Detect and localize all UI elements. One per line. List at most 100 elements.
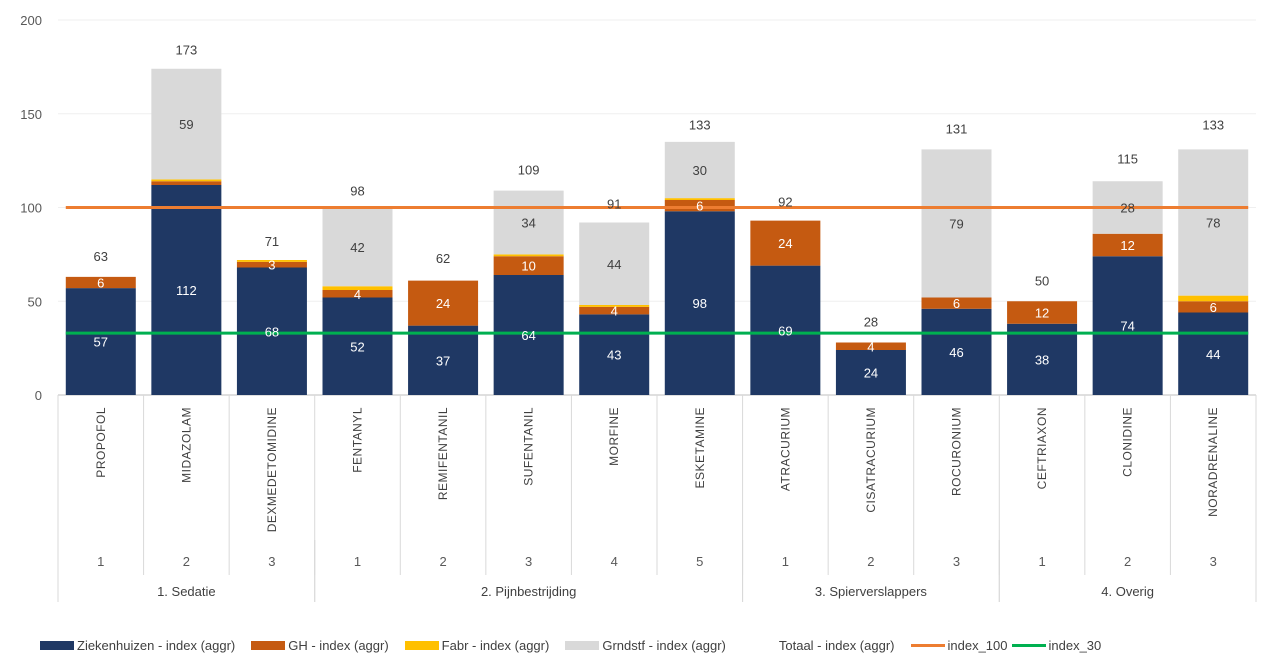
total-value-label: 115: [1117, 151, 1138, 166]
legend-item-index-100: index_100: [910, 638, 1008, 653]
x-subcategory-label: 3: [1210, 554, 1217, 569]
segment-value-label: 38: [1035, 352, 1049, 367]
bar-segment: [1007, 301, 1078, 324]
legend-label: Totaal - index (aggr): [778, 638, 895, 653]
legend-label: Grndstf - index (aggr): [602, 638, 726, 653]
bar-segment: [1178, 295, 1249, 302]
segment-value-label: 74: [1120, 319, 1134, 334]
x-category-label: SUFENTANIL: [522, 407, 536, 486]
x-category-label: ESKETAMINE: [693, 407, 707, 488]
legend-line-swatch: [1011, 644, 1046, 647]
y-tick-label: 50: [28, 294, 42, 309]
bar-segment: [236, 260, 307, 262]
segment-value-label: 64: [521, 328, 535, 343]
x-category-label: CISATRACURIUM: [864, 407, 878, 513]
x-subcategory-label: 1: [354, 554, 361, 569]
segment-value-label: 98: [693, 296, 707, 311]
x-subcategory-label: 3: [268, 554, 275, 569]
bar-segment: [664, 200, 735, 212]
segment-value-label: 79: [949, 216, 963, 231]
segment-value-label: 28: [1120, 201, 1134, 216]
segment-value-label: 30: [693, 163, 707, 178]
bar-segment: [1178, 301, 1249, 313]
segment-value-label: 3: [268, 258, 275, 273]
segment-value-label: 57: [94, 335, 108, 350]
bar-segment: [151, 185, 222, 395]
bar-segment: [236, 267, 307, 395]
x-subcategory-label: 1: [782, 554, 789, 569]
legend-swatch: [40, 641, 74, 650]
total-value-label: 109: [518, 163, 540, 178]
data-labels: 5766311259173683715244298372462641034109…: [94, 43, 1225, 381]
segment-value-label: 24: [436, 296, 450, 311]
total-value-label: 91: [607, 196, 621, 211]
y-tick-label: 100: [20, 201, 42, 216]
bar-segment: [664, 198, 735, 200]
x-category-label: MIDAZOLAM: [179, 407, 193, 483]
x-category-label: MORFINE: [607, 407, 621, 466]
x-group-label: 4. Overig: [1101, 584, 1154, 599]
x-subcategory-label: 2: [867, 554, 874, 569]
bar-segment: [921, 149, 992, 298]
bar-segment: [579, 306, 650, 315]
legend-label: Ziekenhuizen - index (aggr): [77, 638, 236, 653]
legend-swatch: [565, 641, 600, 650]
legend-swatch: [742, 641, 776, 650]
y-tick-label: 0: [35, 388, 42, 403]
segment-value-label: 12: [1120, 238, 1134, 253]
x-group-label: 3. Spierverslappers: [815, 584, 927, 599]
segment-value-label: 44: [607, 257, 621, 272]
bar-segment: [835, 342, 906, 350]
bar-segment: [921, 297, 992, 309]
bar-segment: [921, 308, 992, 395]
segment-value-label: 12: [1035, 306, 1049, 321]
bar-segment: [493, 275, 564, 395]
segment-value-label: 24: [864, 366, 878, 381]
x-subcategory-label: 2: [1124, 554, 1131, 569]
segment-value-label: 68: [265, 324, 279, 339]
segment-value-label: 6: [953, 296, 960, 311]
segment-value-label: 78: [1206, 216, 1220, 231]
bar-segment: [1092, 256, 1163, 395]
segment-value-label: 42: [350, 240, 364, 255]
segment-value-label: 4: [354, 287, 361, 302]
x-category-label: PROPOFOL: [94, 407, 108, 478]
bar-segment: [322, 290, 393, 298]
bars: [65, 68, 1249, 395]
legend-item-fabr: Fabr - index (aggr): [404, 638, 549, 653]
bar-segment: [322, 286, 393, 290]
bar-segment: [1007, 323, 1078, 395]
x-subcategory-label: 2: [183, 554, 190, 569]
legend-item-index-30: index_30: [1011, 638, 1101, 653]
total-value-label: 50: [1035, 273, 1049, 288]
segment-value-label: 4: [867, 339, 874, 354]
y-axis: 0 50 100 150 200: [20, 13, 42, 403]
bar-segment: [579, 314, 650, 395]
y-tick-label: 150: [20, 107, 42, 122]
total-value-label: 98: [350, 183, 364, 198]
legend: Ziekenhuizen - index (aggr) GH - index (…: [40, 638, 1117, 653]
x-category-label: CEFTRIAXON: [1035, 407, 1049, 489]
bar-segment: [493, 254, 564, 257]
x-category-label: REMIFENTANIL: [436, 407, 450, 500]
segment-value-label: 112: [176, 283, 197, 298]
bar-segment: [664, 141, 735, 199]
bar-segment: [65, 288, 136, 395]
segment-value-label: 4: [611, 304, 618, 319]
x-subcategory-label: 4: [611, 554, 618, 569]
bar-segment: [151, 181, 222, 185]
bar-segment: [750, 265, 821, 395]
total-value-label: 133: [1202, 118, 1224, 133]
segment-value-label: 44: [1206, 347, 1220, 362]
bar-segment: [408, 280, 479, 326]
bar-segment: [664, 211, 735, 395]
legend-swatch: [251, 641, 286, 650]
segment-value-label: 52: [350, 339, 364, 354]
bar-segment: [493, 190, 564, 255]
bar-segment: [408, 325, 479, 395]
bar-segment: [151, 179, 222, 182]
legend-label: index_100: [947, 638, 1008, 653]
legend-item-ziekenhuizen: Ziekenhuizen - index (aggr): [40, 638, 235, 653]
total-value-label: 92: [778, 195, 792, 210]
